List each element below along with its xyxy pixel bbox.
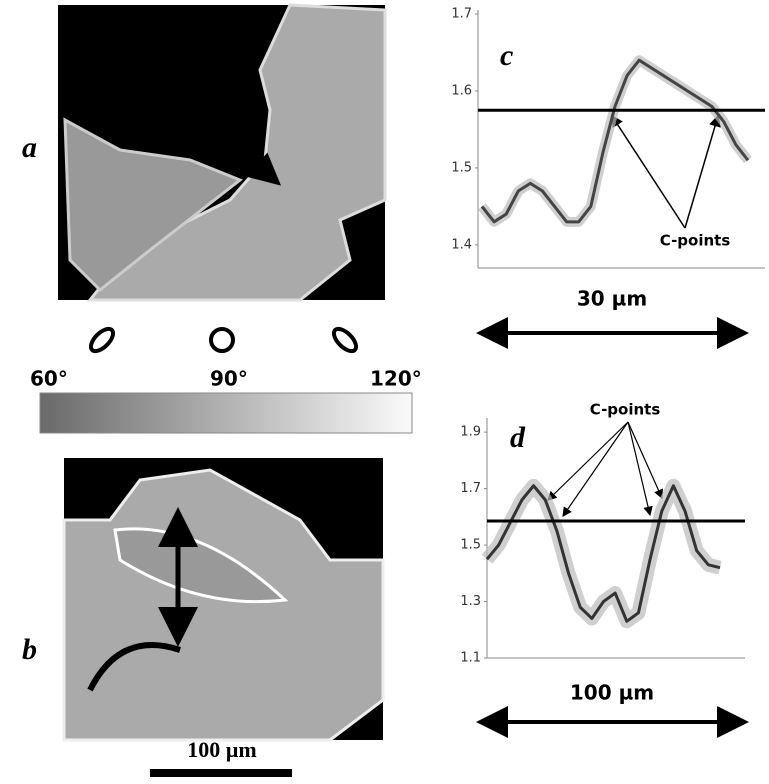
panel-label: a (22, 131, 37, 164)
annotation-arrows (547, 421, 663, 517)
y-tick-label: 1.1 (460, 651, 481, 666)
ellipse-icon (88, 326, 116, 354)
annotation-arrow (611, 114, 686, 229)
colorbar-label: 60° (30, 367, 68, 391)
panel-label: b (22, 633, 37, 666)
annotation: C-points (660, 232, 731, 250)
micrograph-b (62, 458, 385, 742)
y-tick-label: 1.7 (451, 7, 472, 22)
annotation-arrow (684, 114, 721, 229)
y-tick-label: 1.9 (460, 425, 481, 440)
colorbar-label: 90° (210, 367, 248, 391)
y-tick-label: 1.5 (451, 160, 472, 175)
micrograph-a (58, 3, 387, 302)
y-tick-label: 1.4 (451, 237, 472, 252)
ellipse-icon (331, 326, 359, 354)
y-tick-label: 1.5 (460, 538, 481, 553)
y-tick-label: 1.6 (451, 83, 472, 98)
trace-band (478, 55, 752, 227)
colorbar (39, 392, 413, 434)
mean-line (485, 484, 721, 623)
scale-bar (150, 769, 292, 777)
panel-label: d (510, 421, 526, 454)
mean-line (480, 58, 750, 224)
circle-icon (209, 327, 235, 353)
panel-label: c (500, 39, 513, 72)
y-tick-label: 1.7 (460, 481, 481, 496)
annotation: C-points (590, 401, 661, 419)
y-tick-label: 1.3 (460, 594, 481, 609)
colorbar-label: 120° (370, 367, 422, 391)
x-label: 30 µm (577, 287, 647, 311)
scale-bar-label: 100 µm (187, 737, 257, 762)
x-label: 100 µm (570, 681, 654, 705)
